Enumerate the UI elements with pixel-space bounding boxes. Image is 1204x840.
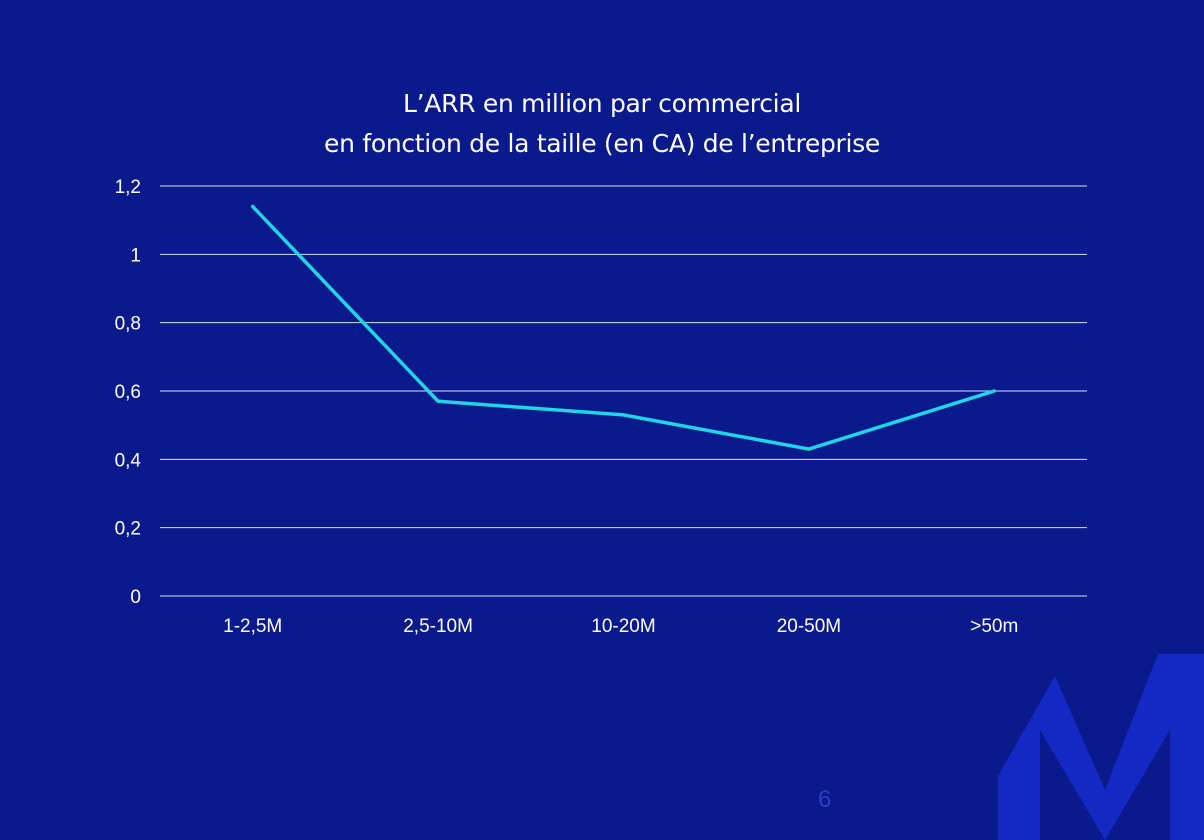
grid-lines: [160, 185, 1087, 597]
data-point: [807, 447, 811, 451]
y-axis-ticks: 1,2 1 0,8 0,6 0,4 0,2 0: [115, 177, 142, 608]
y-tick-label: 0,6: [115, 382, 141, 403]
chart-title-line-1: L’ARR en million par commercial: [403, 89, 801, 118]
page-number: 6: [818, 786, 832, 813]
data-point: [251, 204, 255, 209]
y-tick-label: 1,2: [115, 177, 141, 198]
chart-title-line-2: en fonction de la taille (en CA) de l’en…: [324, 129, 880, 158]
chart-title: L’ARR en million par commercial en fonct…: [0, 84, 1204, 164]
y-tick-label: 1: [130, 245, 141, 266]
x-tick-label: 20-50M: [777, 616, 841, 637]
y-tick-label: 0,2: [115, 519, 141, 540]
data-point: [621, 413, 626, 417]
y-tick-label: 0,8: [115, 314, 141, 335]
data-point: [992, 389, 996, 393]
x-tick-label: >50m: [970, 616, 1018, 637]
series-group: [250, 204, 997, 451]
y-tick-label: 0: [130, 587, 141, 608]
x-tick-label: 10-20M: [591, 616, 655, 637]
x-tick-label: 1-2,5M: [223, 616, 282, 637]
x-tick-label: 2,5-10M: [403, 616, 473, 637]
data-point: [436, 399, 440, 403]
y-tick-label: 0,4: [115, 450, 142, 471]
x-axis-ticks: 1-2,5M 2,5-10M 10-20M 20-50M >50m: [223, 616, 1018, 637]
